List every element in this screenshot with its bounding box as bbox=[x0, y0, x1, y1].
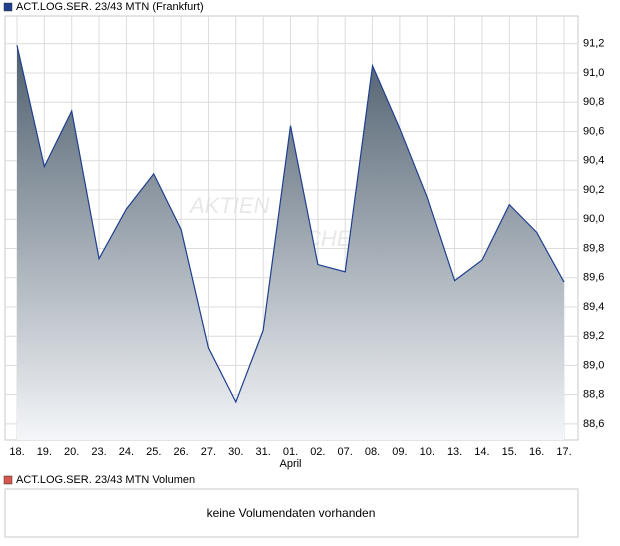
y-tick-label: 90,0 bbox=[583, 213, 604, 225]
x-tick-label: 14. bbox=[474, 446, 489, 458]
month-label: April bbox=[279, 458, 301, 470]
volume-title: ACT.LOG.SER. 23/43 MTN Volumen bbox=[16, 474, 195, 486]
x-tick-label: 10. bbox=[420, 446, 435, 458]
y-tick-label: 90,4 bbox=[583, 155, 604, 167]
x-tick-label: 09. bbox=[392, 446, 407, 458]
line bbox=[16, 45, 565, 404]
x-tick-label: 08. bbox=[365, 446, 380, 458]
y-tick-label: 90,2 bbox=[583, 184, 604, 196]
y-tick-label: 89,0 bbox=[583, 359, 604, 371]
y-tick-label: 90,8 bbox=[583, 96, 604, 108]
x-tick-label: 13. bbox=[447, 446, 462, 458]
y-tick-label: 89,8 bbox=[583, 242, 604, 254]
volume-panel bbox=[4, 488, 579, 538]
volume-message: keine Volumendaten vorhanden bbox=[207, 506, 376, 520]
x-tick-label: 15. bbox=[502, 446, 517, 458]
legend-swatch bbox=[3, 475, 13, 485]
y-tick-label: 88,8 bbox=[583, 389, 604, 401]
y-tick-label: 90,6 bbox=[583, 125, 604, 137]
x-tick-label: 01. bbox=[283, 446, 298, 458]
x-tick-label: 20. bbox=[64, 446, 79, 458]
y-tick-label: 88,6 bbox=[583, 418, 604, 430]
x-tick-label: 23. bbox=[91, 446, 106, 458]
y-tick-label: 91,0 bbox=[583, 67, 604, 79]
x-tick-label: 24. bbox=[119, 446, 134, 458]
watermark: AKTIEN bbox=[188, 193, 270, 218]
x-tick-label: 07. bbox=[338, 446, 353, 458]
x-tick-label: 19. bbox=[37, 446, 52, 458]
area bbox=[17, 45, 564, 440]
x-tick-label: 26. bbox=[173, 446, 188, 458]
x-tick-label: 16. bbox=[529, 446, 544, 458]
x-tick-label: 02. bbox=[310, 446, 325, 458]
legend-swatch bbox=[3, 2, 13, 12]
y-tick-label: 91,2 bbox=[583, 38, 604, 50]
y-tick-label: 89,6 bbox=[583, 272, 604, 284]
x-tick-label: 25. bbox=[146, 446, 161, 458]
x-tick-label: 30. bbox=[228, 446, 243, 458]
x-tick-label: 18. bbox=[9, 446, 24, 458]
x-tick-label: 17. bbox=[556, 446, 571, 458]
y-tick-label: 89,2 bbox=[583, 330, 604, 342]
y-tick-label: 89,4 bbox=[583, 301, 604, 313]
x-tick-label: 31. bbox=[256, 446, 271, 458]
x-tick-label: 27. bbox=[201, 446, 216, 458]
chart-title: ACT.LOG.SER. 23/43 MTN (Frankfurt) bbox=[16, 1, 204, 13]
